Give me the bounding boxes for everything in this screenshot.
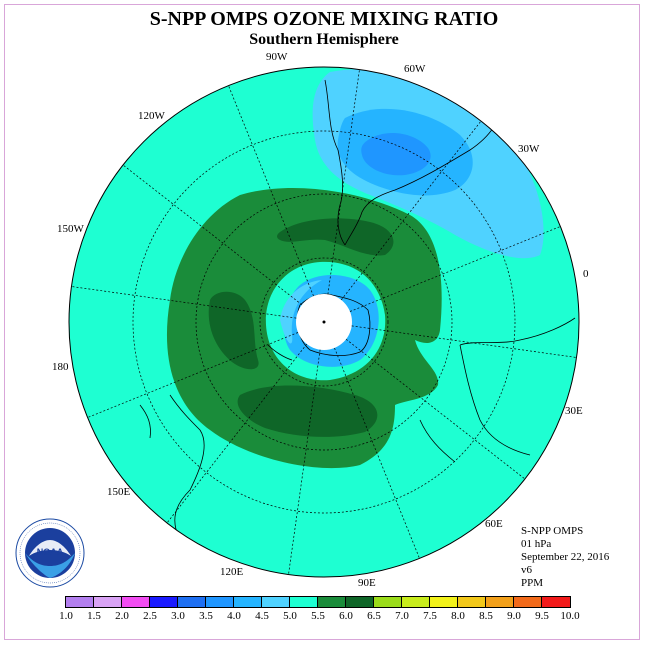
colorbar: [65, 596, 571, 608]
meridian-line: [351, 325, 577, 358]
colorbar-swatch: [290, 597, 318, 607]
colorbar-tick-label: 5.5: [311, 610, 325, 622]
colorbar-swatch: [430, 597, 458, 607]
lon-label-30e: 30E: [565, 405, 583, 417]
meridian-line: [288, 349, 321, 575]
lon-label-120e: 120E: [220, 566, 244, 578]
colorbar-swatch: [514, 597, 542, 607]
info-units: PPM: [521, 577, 544, 589]
colorbar-swatch: [94, 597, 122, 607]
lon-label-90e: 90E: [358, 577, 376, 589]
colorbar-tick-label: 3.0: [171, 610, 185, 622]
meridian-line: [87, 332, 299, 418]
pole-center: [322, 320, 326, 324]
colorbar-swatch: [346, 597, 374, 607]
colorbar-tick-label: 7.5: [423, 610, 437, 622]
meridian-line: [71, 286, 297, 319]
colorbar-tick-label: 9.5: [535, 610, 549, 622]
ozone-region-dark-green-west: [208, 291, 259, 370]
ozone-region-polar-light: [280, 280, 322, 344]
colorbar-tick-label: 2.0: [115, 610, 129, 622]
map-title: S-NPP OMPS OZONE MIXING RATIO: [149, 8, 499, 30]
info-date: September 22, 2016: [521, 551, 610, 563]
colorbar-swatch: [206, 597, 234, 607]
lon-label-30w: 30W: [518, 143, 540, 155]
colorbar-tick-label: 5.0: [283, 610, 297, 622]
meridian-line: [122, 164, 303, 306]
info-instrument: S-NPP OMPS: [521, 525, 584, 537]
lon-label-120w: 120W: [138, 110, 165, 122]
colorbar-tick-label: 10.0: [560, 610, 580, 622]
colorbar-tick-label: 3.5: [199, 610, 213, 622]
colorbar-tick-label: 8.5: [479, 610, 493, 622]
ozone-region-dark-green-south: [237, 385, 378, 437]
colorbar-swatch: [402, 597, 430, 607]
lon-label-180: 180: [52, 361, 69, 373]
graticule: [71, 69, 577, 575]
figure-frame: [4, 4, 640, 640]
colorbar-swatch: [458, 597, 486, 607]
colorbar-tick-label: 6.5: [367, 610, 381, 622]
lon-label-60w: 60W: [404, 63, 426, 75]
meridian-line: [334, 347, 420, 559]
colorbar-tick-label: 7.0: [395, 610, 409, 622]
colorbar-swatch: [150, 597, 178, 607]
colorbar-swatch: [122, 597, 150, 607]
map-border: [68, 66, 580, 578]
colorbar-swatch: [262, 597, 290, 607]
lon-label-0: 0: [583, 268, 589, 280]
meridian-line: [166, 343, 308, 524]
colorbar-swatch: [234, 597, 262, 607]
meridian-line: [345, 338, 526, 480]
meridian-line: [349, 226, 561, 312]
noaa-logo: NOAA: [15, 518, 85, 588]
colorbar-tick-label: 9.0: [507, 610, 521, 622]
colorbar-tick-label: 6.0: [339, 610, 353, 622]
ozone-region-dark-blue: [361, 133, 431, 176]
map-subtitle: Southern Hemisphere: [249, 31, 399, 48]
info-block: S-NPP OMPS 01 hPa September 22, 2016 v6 …: [521, 525, 609, 590]
lon-label-60e: 60E: [485, 518, 503, 530]
ozone-region-dark-green-north: [277, 218, 394, 256]
colorbar-tick-label: 1.5: [87, 610, 101, 622]
svg-text:NOAA: NOAA: [37, 547, 64, 557]
colorbar-swatch: [66, 597, 94, 607]
meridian-line: [327, 69, 360, 295]
meridian-line: [228, 85, 314, 297]
ozone-region-green-ring: [166, 187, 442, 469]
lon-label-150e: 150E: [107, 486, 131, 498]
colorbar-tick-label: 2.5: [143, 610, 157, 622]
colorbar-swatch: [178, 597, 206, 607]
colorbar-tick-label: 4.0: [227, 610, 241, 622]
colorbar-swatch: [486, 597, 514, 607]
colorbar-tick-label: 4.5: [255, 610, 269, 622]
colorbar-swatch: [318, 597, 346, 607]
colorbar-tick-label: 8.0: [451, 610, 465, 622]
info-level: 01 hPa: [521, 538, 552, 550]
info-version: v6: [521, 564, 532, 576]
colorbar-tick-label: 1.0: [59, 610, 73, 622]
lon-label-150w: 150W: [57, 223, 84, 235]
colorbar-swatch: [374, 597, 402, 607]
meridian-line: [340, 120, 482, 301]
lon-label-90w: 90W: [266, 51, 288, 63]
colorbar-swatch: [542, 597, 570, 607]
